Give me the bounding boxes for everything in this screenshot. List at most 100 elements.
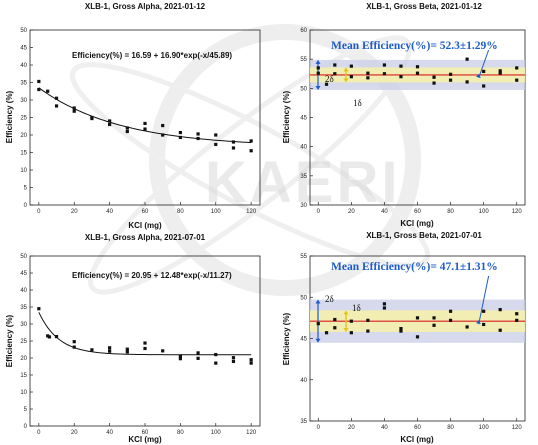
two-sigma-label: 2δ bbox=[325, 74, 334, 84]
data-point bbox=[448, 318, 453, 322]
mean-pointer-arrowhead bbox=[476, 320, 481, 325]
y-tick-label: 50 bbox=[300, 86, 307, 92]
data-point bbox=[231, 140, 236, 144]
data-point bbox=[448, 78, 453, 82]
y-tick-label: 40 bbox=[300, 378, 307, 384]
data-point bbox=[415, 316, 420, 320]
two-sigma-arrowhead-down bbox=[315, 338, 321, 343]
x-tick-label: 80 bbox=[447, 425, 454, 431]
data-point bbox=[90, 348, 94, 352]
x-tick-label: 120 bbox=[512, 209, 523, 215]
y-tick-label: 5 bbox=[24, 407, 28, 413]
y-tick-label: 10 bbox=[20, 168, 27, 174]
y-tick-label: 50 bbox=[300, 295, 307, 301]
y-tick-label: 35 bbox=[20, 305, 27, 311]
data-point bbox=[178, 354, 182, 358]
data-point bbox=[448, 72, 453, 76]
data-point bbox=[46, 89, 50, 93]
mean-pointer-arrow bbox=[478, 275, 490, 325]
data-point bbox=[482, 322, 486, 327]
data-point bbox=[498, 69, 502, 73]
data-point bbox=[90, 116, 94, 121]
x-tick-label: 60 bbox=[142, 430, 149, 436]
data-point bbox=[448, 309, 453, 313]
data-point bbox=[482, 309, 486, 313]
data-point bbox=[432, 323, 436, 327]
y-tick-label: 45 bbox=[20, 271, 27, 277]
data-point bbox=[72, 345, 76, 349]
data-point bbox=[161, 349, 165, 353]
data-point bbox=[231, 356, 236, 360]
data-point bbox=[498, 308, 502, 312]
y-tick-label: 25 bbox=[20, 116, 27, 122]
data-point bbox=[37, 307, 41, 311]
data-point bbox=[47, 335, 52, 339]
y-axis-label: Efficiency (%) bbox=[5, 90, 14, 143]
data-point bbox=[316, 71, 320, 75]
chart-title: XLB-1, Gross Alpha, 2021-01-12 bbox=[85, 2, 206, 11]
data-point bbox=[366, 76, 370, 80]
data-point bbox=[196, 356, 200, 360]
data-point bbox=[54, 334, 59, 339]
two-sigma-label: 2δ bbox=[325, 294, 334, 304]
data-point bbox=[143, 127, 147, 131]
data-point bbox=[515, 312, 519, 316]
data-point bbox=[178, 135, 182, 140]
y-tick-label: 10 bbox=[20, 390, 27, 396]
x-tick-label: 100 bbox=[211, 209, 222, 215]
data-point bbox=[72, 106, 76, 110]
y-tick-label: 25 bbox=[20, 339, 27, 345]
data-point bbox=[482, 84, 486, 88]
data-point bbox=[366, 329, 370, 333]
data-point bbox=[108, 346, 112, 350]
data-point bbox=[249, 149, 253, 153]
data-point bbox=[108, 122, 112, 127]
y-axis-label: Efficiency (%) bbox=[5, 314, 14, 367]
x-axis-label: KCl (mg) bbox=[400, 219, 434, 228]
x-tick-label: 120 bbox=[512, 425, 523, 431]
data-point bbox=[196, 132, 200, 136]
data-point bbox=[349, 75, 353, 79]
y-axis-label: Efficiency (%) bbox=[282, 90, 291, 143]
data-point bbox=[515, 318, 519, 322]
y-tick-label: 30 bbox=[20, 322, 27, 328]
chart-title: XLB-1, Gross Beta, 2021-01-12 bbox=[366, 2, 482, 11]
chart-title: XLB-1, Gross Beta, 2021-07-01 bbox=[366, 231, 482, 240]
data-point bbox=[214, 133, 218, 137]
x-tick-label: 40 bbox=[106, 209, 113, 215]
one-sigma-label: 1δ bbox=[353, 98, 362, 108]
y-tick-label: 35 bbox=[20, 81, 27, 87]
y-tick-label: 15 bbox=[20, 151, 27, 157]
x-tick-label: 20 bbox=[71, 209, 78, 215]
data-point bbox=[324, 331, 329, 335]
data-point bbox=[465, 57, 469, 61]
data-point bbox=[482, 69, 486, 74]
data-point bbox=[333, 63, 337, 67]
watermark-text: KAERI bbox=[205, 150, 400, 215]
data-point bbox=[324, 82, 329, 86]
data-point bbox=[196, 136, 200, 141]
data-point bbox=[161, 123, 165, 128]
data-point bbox=[72, 109, 76, 113]
two-sigma-arrowhead-down bbox=[315, 85, 321, 90]
data-point bbox=[333, 317, 337, 322]
one-sigma-arrowhead-up bbox=[343, 310, 349, 315]
y-tick-label: 55 bbox=[300, 254, 307, 260]
data-point bbox=[143, 346, 147, 351]
x-tick-label: 80 bbox=[177, 209, 184, 215]
y-tick-label: 20 bbox=[20, 356, 27, 362]
y-tick-label: 35 bbox=[300, 174, 307, 180]
data-point bbox=[349, 64, 353, 68]
data-point bbox=[349, 319, 353, 323]
data-point bbox=[214, 142, 218, 147]
data-point bbox=[196, 351, 200, 355]
data-point bbox=[415, 65, 420, 69]
y-tick-label: 50 bbox=[20, 254, 27, 260]
one-sigma-label: 1δ bbox=[352, 303, 361, 313]
data-point bbox=[415, 335, 420, 339]
data-point bbox=[214, 361, 218, 365]
x-tick-label: 0 bbox=[37, 209, 41, 215]
mean-pointer-arrowhead bbox=[476, 73, 481, 78]
data-point bbox=[333, 72, 337, 76]
data-point bbox=[125, 347, 129, 351]
